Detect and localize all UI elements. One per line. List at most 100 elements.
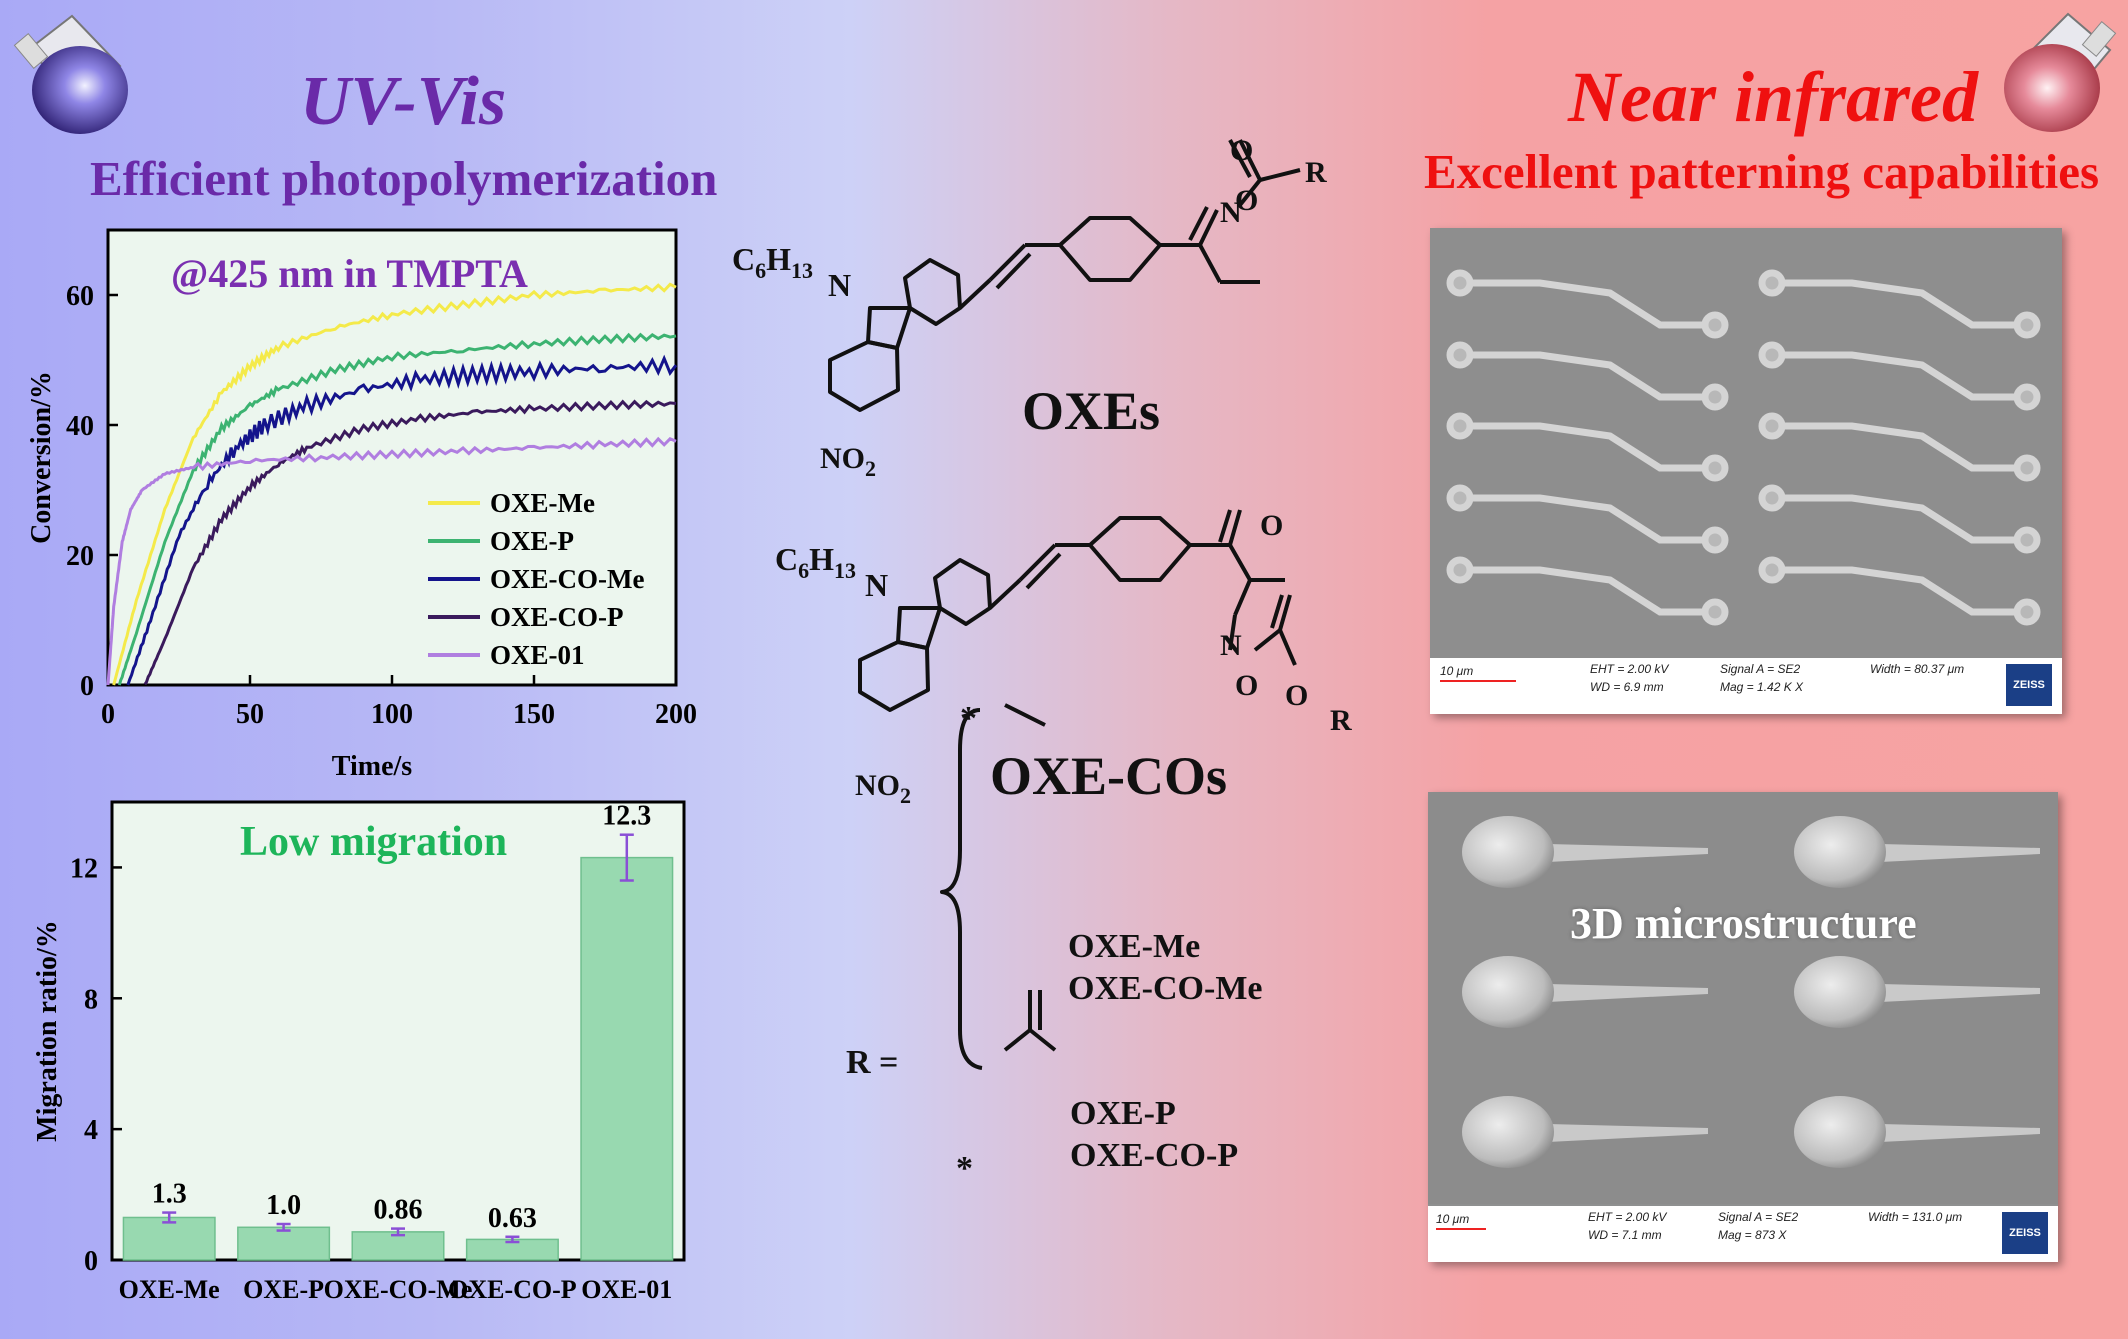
electrode-pad — [1701, 311, 1729, 339]
electrode-pad — [1758, 412, 1786, 440]
no2-label-2: NO2 — [855, 769, 911, 808]
o-label-3: O — [1260, 509, 1283, 542]
oxecos-structure — [858, 509, 1297, 712]
electrode-trace — [1768, 566, 2026, 616]
oxes-structure — [828, 139, 1301, 412]
x-tick-label: OXE-CO-Me — [324, 1275, 473, 1304]
x-tick-label: OXE-Me — [119, 1275, 220, 1304]
y-axis-label: Conversion/% — [26, 371, 57, 544]
x-axis-label: Time/s — [332, 751, 412, 782]
oxecos-label: OXE-COs — [990, 746, 1228, 806]
wd-text: WD = 7.1 mm — [1588, 1228, 1662, 1242]
electrode-pad — [2013, 311, 2041, 339]
r-group-1-a: OXE-Me — [1068, 928, 1201, 965]
width-text: Width = 80.37 μm — [1870, 662, 1965, 676]
microstructure-head — [1794, 1096, 1886, 1168]
microstructure-stem — [1880, 844, 2040, 862]
scale-text: 10 μm — [1436, 1212, 1470, 1226]
x-tick-label: OXE-CO-P — [448, 1275, 577, 1304]
width-text: Width = 131.0 μm — [1868, 1210, 1963, 1224]
microstructure-pattern — [1428, 792, 2058, 1204]
uv-vis-title: UV-Vis — [300, 63, 507, 140]
electrode-pad — [1701, 598, 1729, 626]
electrode-trace — [1768, 494, 2026, 544]
legend-label: OXE-CO-Me — [490, 564, 644, 594]
data-label: 12.3 — [602, 801, 651, 832]
electrode-pad — [1446, 556, 1474, 584]
microstructure-stem — [1880, 984, 2040, 1002]
legend-label: OXE-CO-P — [490, 602, 623, 632]
r-group-2-b: OXE-CO-P — [1070, 1137, 1239, 1174]
series-line-oxe-co-p — [143, 399, 677, 686]
electrode-pad — [2013, 383, 2041, 411]
chart-title: Low migration — [240, 819, 507, 865]
bar-oxe-co-me — [351, 1231, 445, 1261]
x-tick-label: 50 — [236, 699, 264, 730]
n-label-2: N — [865, 567, 888, 603]
near-infrared-title: Near infrared — [1568, 57, 1978, 137]
r-label-2: R — [1330, 704, 1352, 737]
series-line-oxe-me — [112, 282, 677, 686]
electrode-trace — [1456, 279, 1714, 329]
series-line-oxe-p — [117, 332, 677, 686]
data-label: 1.0 — [266, 1190, 301, 1221]
n-label-1: N — [828, 267, 851, 303]
microstructure-head — [1462, 956, 1554, 1028]
x-tick-label: 100 — [371, 699, 413, 730]
electrode-pad — [2013, 454, 2041, 482]
efficient-photopolymerization-subtitle: Efficient photopolymerization — [90, 151, 718, 206]
electrode-pad — [1701, 383, 1729, 411]
electrode-trace — [1768, 279, 2026, 329]
legend-label: OXE-Me — [490, 488, 595, 518]
n-oxime-label-2: N — [1220, 629, 1242, 662]
bar-oxe-p — [237, 1226, 331, 1261]
electrode-trace — [1768, 422, 2026, 472]
sem-image-top: 10 μm EHT = 2.00 kV WD = 6.9 mm Signal A… — [1430, 228, 2062, 714]
nir-lamp-icon — [2004, 12, 2117, 132]
x-tick-label: 200 — [655, 699, 697, 730]
electrode-pad — [2013, 526, 2041, 554]
x-tick-label: OXE-P — [243, 1275, 324, 1304]
electrode-pad — [1758, 556, 1786, 584]
signal-text: Signal A = SE2 — [1718, 1210, 1799, 1224]
electrode-pad — [1446, 484, 1474, 512]
electrode-pad — [1758, 269, 1786, 297]
no2-label-1: NO2 — [820, 442, 876, 481]
signal-text: Signal A = SE2 — [1720, 662, 1801, 676]
series-line-oxe-co-me — [126, 354, 678, 686]
electrode-pad — [1446, 412, 1474, 440]
electrode-trace — [1456, 566, 1714, 616]
x-tick-label: 150 — [513, 699, 555, 730]
conversion-line-chart: 0 50 100 150 200 0 20 40 60 Time/s Conversion/% @42… — [26, 228, 697, 782]
mag-text: Mag = 1.42 K X — [1720, 680, 1804, 694]
y-axis-label: Migration ratio/% — [32, 920, 63, 1142]
x-tick-label: OXE-01 — [581, 1275, 672, 1304]
electrode-pad — [1758, 484, 1786, 512]
electrode-pad — [1701, 454, 1729, 482]
electrode-pad — [1446, 341, 1474, 369]
data-label: 0.63 — [488, 1203, 537, 1234]
o-label-2: O — [1235, 184, 1258, 217]
electrode-pattern — [1430, 228, 2062, 658]
c6h13-label-2: C6H13 — [775, 541, 856, 583]
uv-lamp-icon — [13, 14, 128, 134]
y-tick-label: 0 — [84, 1246, 98, 1277]
electrode-trace — [1456, 422, 1714, 472]
y-tick-label: 0 — [80, 671, 94, 702]
legend-label: OXE-P — [490, 526, 574, 556]
sem-info-bar-bottom: 10 μm EHT = 2.00 kV WD = 7.1 mm Signal A… — [1428, 1206, 2058, 1262]
eht-text: EHT = 2.00 kV — [1590, 662, 1669, 676]
mag-text: Mag = 873 X — [1718, 1228, 1787, 1242]
data-label: 1.3 — [152, 1179, 187, 1210]
electrode-pad — [1758, 341, 1786, 369]
o-label-1: O — [1230, 134, 1253, 167]
r-label-1: R — [1305, 156, 1327, 189]
electrode-trace — [1456, 351, 1714, 401]
microstructure-stem — [1880, 1124, 2040, 1142]
electrode-pad — [1446, 269, 1474, 297]
series-line-oxe-01 — [106, 436, 677, 686]
y-tick-label: 4 — [84, 1115, 98, 1146]
x-tick-label: 0 — [101, 699, 115, 730]
sem-image-bottom: 10 μm EHT = 2.00 kV WD = 7.1 mm Signal A… — [1428, 792, 2058, 1262]
